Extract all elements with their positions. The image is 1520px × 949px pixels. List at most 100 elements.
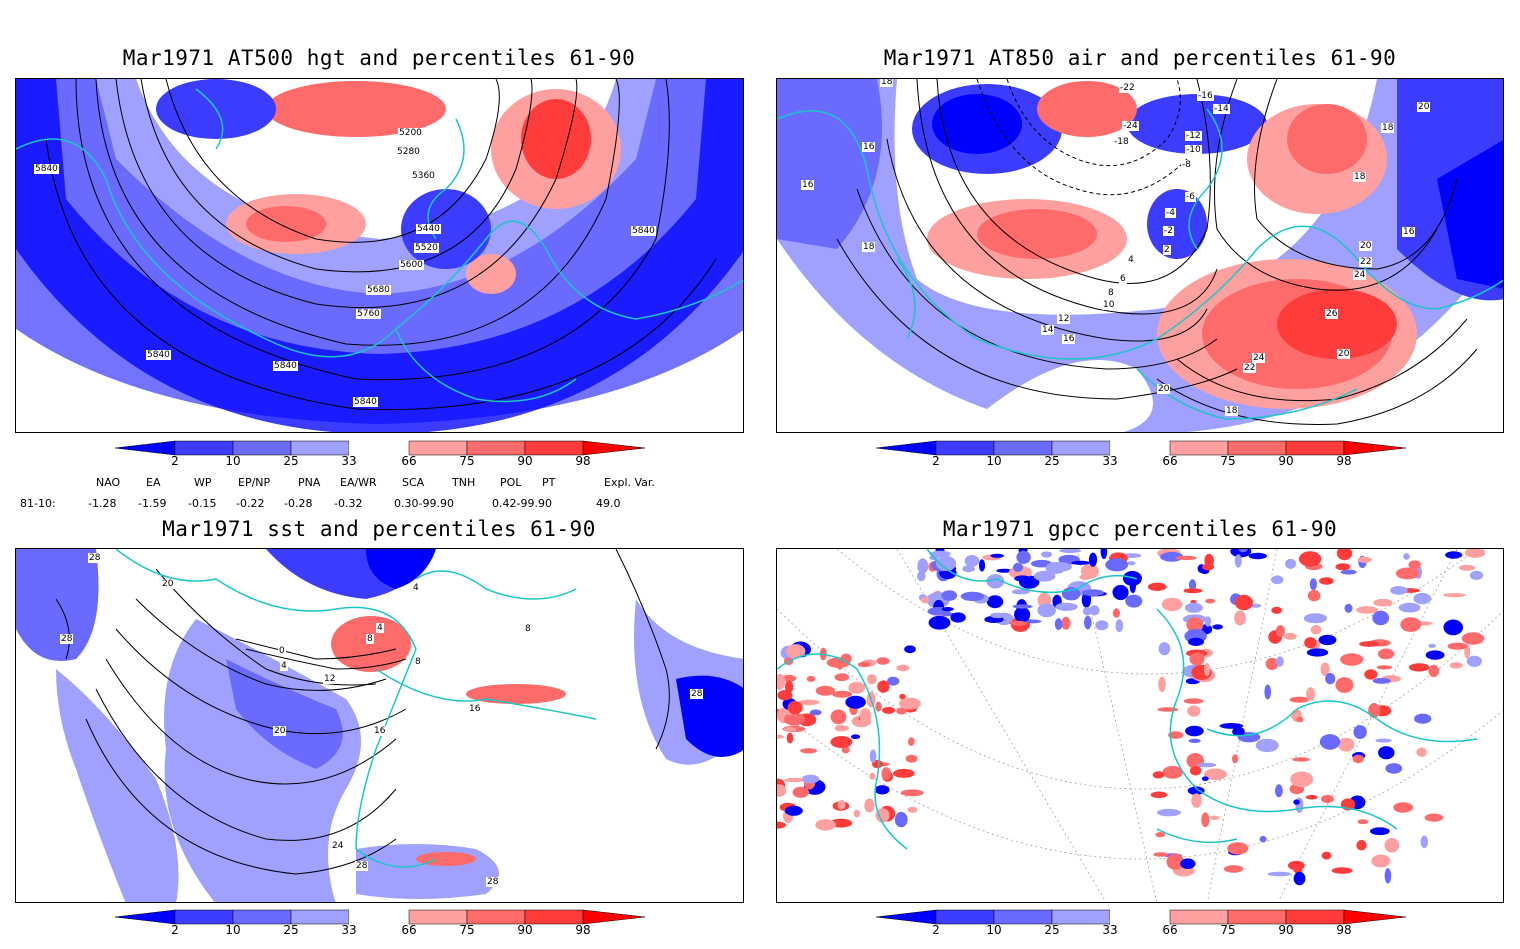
precip-patch — [1185, 725, 1204, 737]
precip-patch — [1304, 637, 1317, 649]
contour-label: 5840 — [146, 350, 171, 360]
contour-label: -2 — [1163, 226, 1174, 236]
colorbar-segment — [876, 909, 937, 925]
index-header: EA — [146, 476, 161, 489]
precip-patch — [1234, 610, 1246, 626]
precip-patch — [1175, 555, 1197, 561]
precip-patch — [990, 553, 1004, 558]
contour-label: 5360 — [411, 171, 436, 181]
colorbar-segment — [993, 440, 1053, 456]
precip-patch — [1204, 768, 1227, 781]
precip-patch — [830, 709, 847, 725]
precip-patch — [1037, 603, 1056, 618]
map-panel-gpcc — [776, 548, 1504, 903]
precip-patch — [1264, 684, 1271, 700]
contour-label: 8 — [1107, 288, 1115, 298]
precip-patch — [1162, 765, 1183, 779]
precip-patch — [1420, 835, 1428, 849]
precip-patch — [1150, 791, 1168, 799]
precip-patch — [1161, 597, 1183, 612]
precip-patch — [1125, 594, 1143, 608]
index-value: -0.22 — [236, 497, 265, 510]
colorbar-tick-label: 98 — [575, 454, 591, 468]
contour-label: 4 — [1127, 255, 1135, 265]
precip-patch — [1271, 606, 1283, 614]
precip-patch — [1016, 550, 1031, 564]
precip-patch — [1187, 786, 1205, 795]
colorbar-tick-label: 10 — [986, 454, 1002, 468]
contour-label: 24 — [331, 841, 345, 851]
map-air-svg — [777, 79, 1503, 432]
precip-patch — [1033, 570, 1056, 582]
precip-patch — [1371, 854, 1391, 868]
contour-label: 28 — [690, 689, 704, 699]
precip-patch — [850, 734, 861, 739]
precip-patch — [1385, 763, 1403, 774]
contour-label: 22 — [1243, 363, 1257, 373]
contour-label: 16 — [1062, 334, 1076, 344]
precip-patch — [900, 789, 924, 797]
colorbar-tick-label: 10 — [225, 454, 241, 468]
precip-patch — [1115, 619, 1124, 633]
precip-patch — [867, 674, 877, 685]
colorbar-segment — [1169, 909, 1229, 925]
contour-label: 16 — [801, 180, 815, 190]
precip-patch — [1464, 549, 1486, 558]
precip-patch — [1373, 598, 1393, 607]
precip-patch — [864, 798, 875, 813]
precip-patch — [1011, 589, 1030, 595]
index-value: 0.42-99.90 — [492, 497, 552, 510]
precip-patch — [792, 786, 809, 798]
precip-patch — [781, 674, 797, 682]
index-value: -1.28 — [88, 497, 117, 510]
precip-patch — [1336, 549, 1353, 561]
precip-patch — [1204, 663, 1211, 676]
precip-patch — [800, 748, 818, 754]
precip-patch — [1275, 784, 1283, 798]
colorbar-tick-label: 25 — [1044, 454, 1060, 468]
precip-patch — [1095, 620, 1109, 631]
precip-patch — [875, 808, 890, 823]
precip-patch — [1201, 776, 1209, 781]
precip-patch — [1340, 569, 1357, 575]
precip-patch — [1041, 551, 1052, 558]
precip-patch — [859, 708, 871, 724]
precip-patch — [1307, 589, 1321, 602]
colorbar-segment — [290, 909, 350, 925]
contour-label: 16 — [862, 142, 876, 152]
precip-patch — [1160, 551, 1184, 562]
contour-label: 5600 — [399, 260, 424, 270]
precip-patch — [1166, 853, 1185, 870]
precip-patch — [1191, 793, 1202, 808]
precip-patch — [1306, 648, 1329, 657]
precip-patch — [1168, 731, 1184, 739]
contour-label: 4 — [280, 661, 288, 671]
colorbar-tick-label: 10 — [225, 923, 241, 937]
colorbar-tick-label: 25 — [1044, 923, 1060, 937]
precip-patch — [941, 607, 954, 612]
colorbar-segment — [1110, 441, 1170, 455]
precip-patch — [936, 555, 957, 572]
colorbar-segment — [1227, 440, 1287, 456]
contour-label: 18 — [862, 242, 876, 252]
contour-label: 12 — [1057, 314, 1071, 324]
precip-patch — [1292, 757, 1310, 762]
index-value: -1.59 — [138, 497, 167, 510]
precip-patch — [841, 746, 850, 754]
precip-patch — [801, 774, 820, 784]
precip-patch — [787, 701, 803, 715]
precip-patch — [1384, 868, 1392, 884]
precip-patch — [836, 725, 850, 732]
precip-patch — [832, 690, 853, 698]
index-value: -0.15 — [188, 497, 217, 510]
precip-patch — [899, 697, 921, 710]
index-header: SCA — [402, 476, 425, 489]
precip-patch — [1372, 610, 1390, 626]
colorbar-segment — [174, 909, 234, 925]
precip-patch — [1310, 625, 1322, 635]
precip-patch — [1188, 579, 1197, 591]
contour-label: 20 — [1337, 349, 1351, 359]
colorbar-segment — [1343, 440, 1406, 456]
precip-patch — [1234, 554, 1242, 568]
precip-patch — [907, 806, 918, 813]
